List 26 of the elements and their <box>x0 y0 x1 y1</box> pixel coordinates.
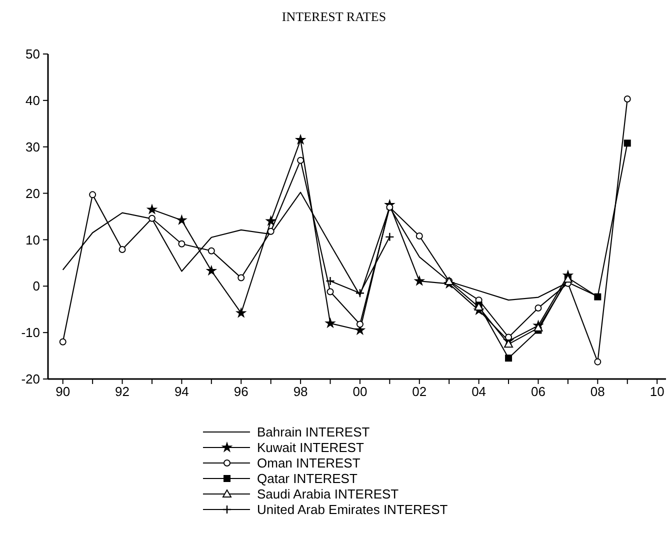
legend-label: Oman INTEREST <box>257 456 360 471</box>
x-tick-label: 90 <box>56 384 70 399</box>
y-tick-label: 10 <box>26 232 40 248</box>
y-tick-label: -20 <box>21 372 40 387</box>
x-tick-label: 94 <box>174 384 189 399</box>
legend-label: Bahrain INTEREST <box>257 424 370 440</box>
y-tick-label: 0 <box>32 278 40 294</box>
x-tick-label: 10 <box>650 384 664 399</box>
y-tick-label: 50 <box>26 46 40 62</box>
chart-title: INTEREST RATES <box>282 9 386 24</box>
x-tick-label: 04 <box>472 384 486 399</box>
y-tick-label: 40 <box>26 92 40 108</box>
y-tick-label: -10 <box>21 325 40 340</box>
legend-label: Kuwait INTEREST <box>257 440 364 456</box>
y-tick-label: 30 <box>26 139 40 154</box>
legend-label: Qatar INTEREST <box>257 471 358 486</box>
x-tick-label: 02 <box>412 384 427 399</box>
y-tick-label: 20 <box>26 186 40 201</box>
x-tick-label: 96 <box>234 384 248 399</box>
x-tick-label: 92 <box>115 384 130 399</box>
x-tick-label: 98 <box>293 384 308 399</box>
legend-label: Saudi Arabia INTEREST <box>257 486 399 502</box>
x-tick-label: 06 <box>531 384 546 399</box>
legend-label: United Arab Emirates INTEREST <box>257 502 448 518</box>
x-tick-label: 00 <box>352 384 368 399</box>
x-tick-label: 08 <box>590 384 605 399</box>
